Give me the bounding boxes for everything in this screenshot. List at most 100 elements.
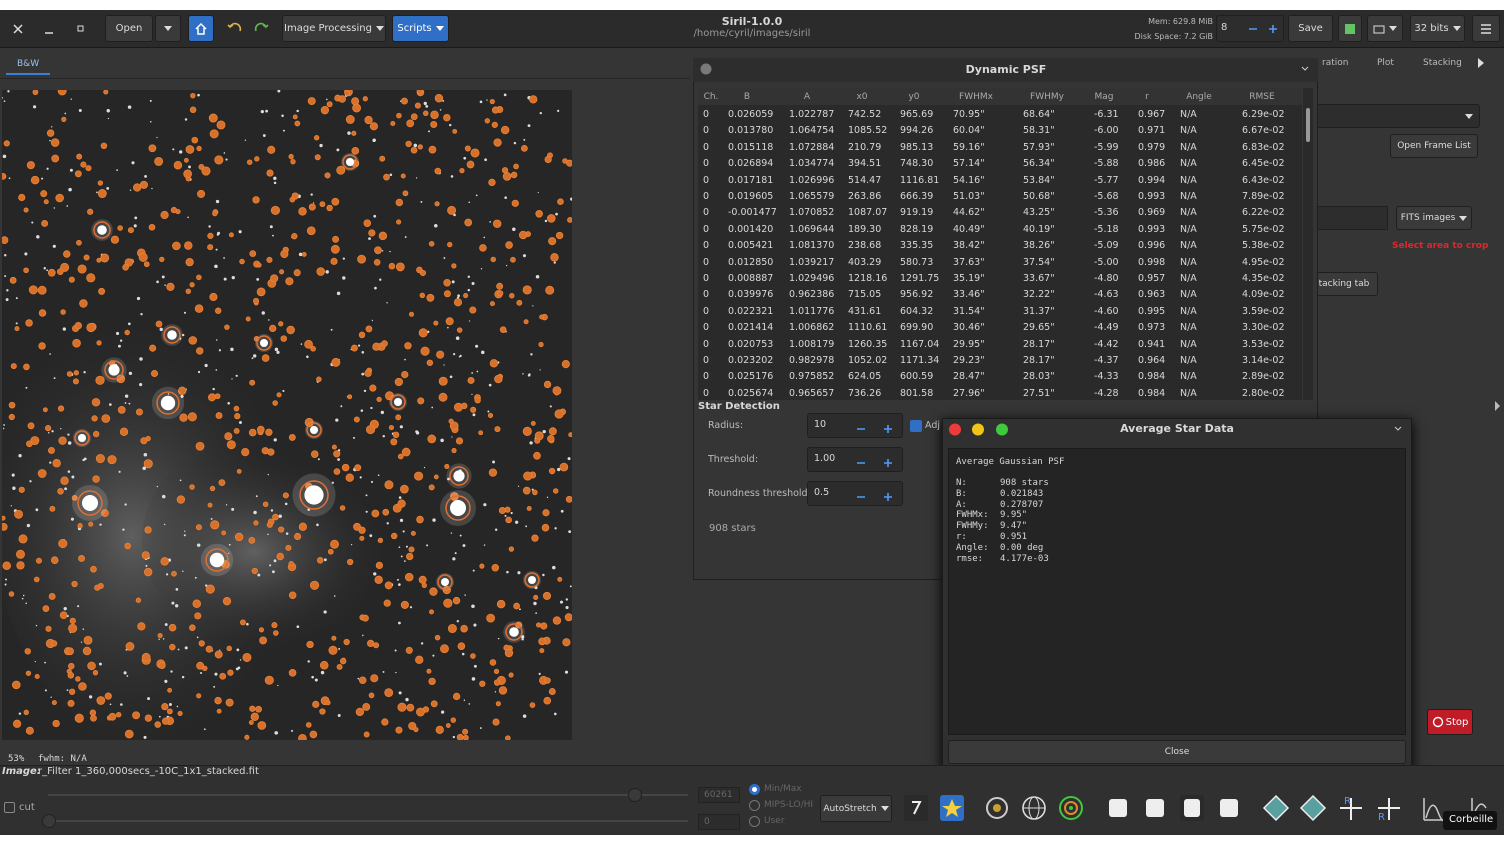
undo-redo[interactable] <box>222 18 274 38</box>
cell: 0 <box>703 338 710 350</box>
cell: 50.68" <box>1023 191 1055 202</box>
spin-entry[interactable] <box>807 481 903 506</box>
column-header: RMSE <box>1249 92 1275 102</box>
star <box>384 480 394 490</box>
star <box>273 559 277 563</box>
image-tab[interactable]: B&W <box>17 59 40 69</box>
star <box>224 324 230 330</box>
right-tab[interactable]: Stacking <box>1423 58 1462 68</box>
cell: 1.008179 <box>789 338 835 350</box>
star <box>443 278 451 287</box>
toolbar-icons[interactable]: R R <box>900 792 1500 826</box>
output-entry[interactable] <box>1316 206 1388 230</box>
star <box>11 473 15 477</box>
cell: 59.16" <box>953 141 985 153</box>
psf-collapse[interactable] <box>1300 65 1310 73</box>
photo-menu[interactable] <box>1367 15 1403 42</box>
right-tab[interactable]: Plot <box>1377 58 1394 68</box>
open-frame-list[interactable]: Open Frame List <box>1390 134 1478 158</box>
cell: 0.957 <box>1138 273 1166 284</box>
close-button[interactable]: Close <box>948 740 1406 764</box>
slider-knob[interactable] <box>42 814 56 828</box>
star <box>120 703 123 706</box>
star <box>285 532 289 535</box>
star-image[interactable] <box>2 90 572 740</box>
star <box>363 389 367 393</box>
cell: 1171.34 <box>900 355 940 366</box>
save-button[interactable]: Save <box>1288 15 1333 42</box>
star <box>209 485 216 492</box>
star <box>272 234 274 237</box>
main-menu[interactable] <box>1472 15 1500 42</box>
slider-knob[interactable] <box>628 788 642 802</box>
scroll-thumb[interactable] <box>1306 108 1310 142</box>
star <box>227 401 230 405</box>
disk-space: Disk Space: 7.2 GiB <box>1134 32 1213 41</box>
star <box>515 520 519 524</box>
star <box>498 686 508 695</box>
image-processing-menu[interactable]: Image Processing <box>282 15 386 42</box>
sequence-combo[interactable] <box>1316 104 1480 128</box>
star <box>169 643 176 651</box>
spin-entry[interactable] <box>807 413 903 438</box>
adjust-checkbox[interactable] <box>910 420 922 432</box>
open-dropdown[interactable] <box>155 15 181 42</box>
stacking-tab-button[interactable]: tacking tab <box>1310 272 1378 296</box>
star <box>108 364 120 376</box>
traffic-lights[interactable] <box>947 422 1011 438</box>
star <box>428 677 436 686</box>
cell: 263.86 <box>848 191 882 202</box>
star <box>94 584 101 591</box>
star <box>475 194 478 197</box>
star <box>341 463 350 472</box>
tab-arrow[interactable] <box>1476 57 1486 69</box>
star <box>51 700 57 706</box>
spin-entry[interactable] <box>807 447 903 472</box>
high-slider[interactable] <box>48 788 688 802</box>
high-entry[interactable]: 60261 <box>698 787 740 803</box>
low-slider[interactable] <box>42 814 688 828</box>
window-controls[interactable] <box>0 10 100 48</box>
fits-images-menu[interactable]: FITS images <box>1396 206 1472 230</box>
stop-button[interactable]: Stop <box>1427 709 1473 735</box>
scripts-menu[interactable]: Scripts <box>392 15 449 42</box>
autostretch-menu[interactable]: AutoStretch <box>820 795 892 822</box>
star <box>445 495 471 521</box>
radio[interactable] <box>749 816 760 827</box>
cut-checkbox[interactable] <box>4 802 15 813</box>
open-button[interactable]: Open <box>105 15 153 42</box>
star <box>104 692 112 700</box>
cell: 3.30e-02 <box>1242 322 1285 334</box>
star <box>298 522 307 531</box>
psf-close[interactable] <box>700 63 712 75</box>
radio[interactable] <box>749 784 760 795</box>
star <box>150 370 159 378</box>
scrollbar[interactable] <box>1303 88 1313 400</box>
star <box>49 139 51 142</box>
star <box>82 458 85 462</box>
star <box>394 398 402 406</box>
right-tab[interactable]: ration <box>1322 58 1349 68</box>
star <box>161 494 166 499</box>
label: Image Processing <box>284 23 372 34</box>
spin-buttons[interactable] <box>1246 22 1282 36</box>
average-collapse[interactable] <box>1393 425 1403 433</box>
star <box>474 397 481 404</box>
home-button[interactable] <box>188 15 214 42</box>
star <box>450 717 457 723</box>
star <box>487 412 494 419</box>
star <box>235 374 238 377</box>
star <box>91 415 98 422</box>
star <box>64 112 67 115</box>
star <box>49 353 51 355</box>
cell: 0 <box>703 191 710 202</box>
bits-menu[interactable]: 32 bits <box>1410 15 1465 42</box>
panel-arrow[interactable] <box>1494 400 1502 412</box>
radio[interactable] <box>749 800 760 811</box>
star <box>258 627 265 633</box>
star <box>417 144 423 150</box>
snapshot-button[interactable] <box>1338 15 1362 42</box>
low-entry[interactable]: 0 <box>698 814 740 830</box>
star <box>254 156 260 162</box>
